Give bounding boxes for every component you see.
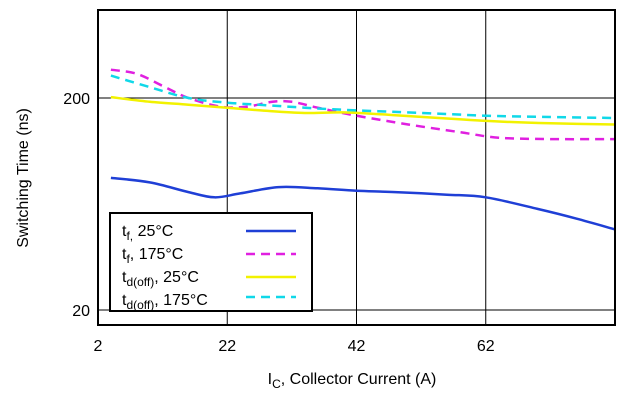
legend-label-sub: d(off) <box>126 298 154 312</box>
x-tick-label: 62 <box>477 338 495 355</box>
legend-label: tf, 25°C <box>122 223 173 243</box>
legend-label-rest: , 175°C <box>154 292 208 309</box>
x-axis-title-rest: , Collector Current (A) <box>281 371 437 388</box>
y-axis-title: Switching Time (ns) <box>15 108 32 248</box>
legend-label: td(off), 25°C <box>122 269 199 289</box>
x-tick-labels: 2 22 42 62 <box>94 338 495 355</box>
legend-label-main: t <box>122 223 127 240</box>
legend-entry-tf175: tf, 175°C <box>122 246 296 266</box>
x-axis-title-sub: C <box>272 377 281 391</box>
legend-entry-td175: td(off), 175°C <box>122 292 296 312</box>
legend-entry-td25: td(off), 25°C <box>122 269 296 289</box>
legend-entry-tf25: tf, 25°C <box>122 223 296 243</box>
x-axis-title-main: I <box>268 371 272 388</box>
series-line-td25 <box>110 95 616 126</box>
legend-box <box>109 212 313 312</box>
y-tick-labels: 200 20 <box>63 91 90 320</box>
legend-label-sub: f <box>126 252 130 266</box>
x-tick-label: 42 <box>348 338 366 355</box>
legend-label-main: t <box>122 292 127 309</box>
series-line-tf25 <box>110 176 616 231</box>
legend-label: tf, 175°C <box>122 246 183 266</box>
y-tick-label: 200 <box>63 91 90 108</box>
legend-label-sub: d(off) <box>126 275 154 289</box>
y-tick-label: 20 <box>72 303 90 320</box>
x-tick-label: 22 <box>218 338 236 355</box>
x-axis-title: IC, Collector Current (A) <box>268 371 437 391</box>
legend-label-rest: 25°C <box>133 223 173 240</box>
legend-label-rest: , 25°C <box>154 269 199 286</box>
series-line-td175 <box>110 74 616 120</box>
legend-label-main: t <box>122 269 127 286</box>
legend-label-rest: , 175°C <box>130 246 184 263</box>
series-line-tf175 <box>110 68 616 141</box>
legend-label: td(off), 175°C <box>122 292 208 312</box>
legend: tf, 25°C tf, 175°C td(off), 25°C td(off)… <box>109 212 313 312</box>
series-layer <box>110 68 616 231</box>
x-tick-label: 2 <box>94 338 103 355</box>
plot-frame <box>97 9 616 326</box>
legend-label-main: t <box>122 246 127 263</box>
legend-label-sub: f, <box>126 229 133 243</box>
